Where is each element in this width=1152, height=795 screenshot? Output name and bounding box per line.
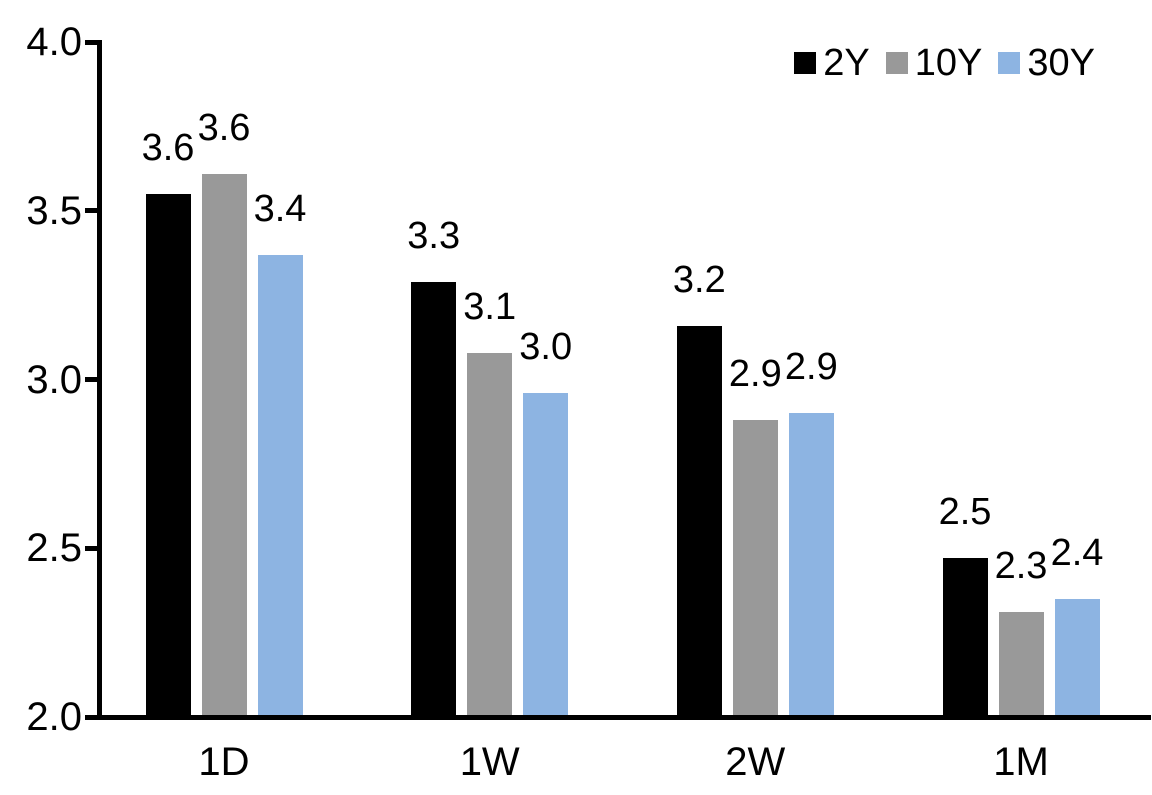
bar-value-label-10y-2w: 2.9 (728, 353, 782, 395)
bar-10y-1d (201, 173, 247, 717)
legend: 2Y 10Y 30Y (794, 44, 1095, 82)
bar-30y-1d (257, 254, 303, 717)
legend-label-10y: 10Y (914, 42, 983, 84)
bar-value-label-10y-1w: 3.1 (463, 285, 517, 328)
bar-value-label-2y-1d: 3.6 (141, 126, 195, 169)
legend-swatch-10y (885, 52, 908, 74)
y-axis-tick-label: 2.5 (26, 526, 82, 571)
bar-10y-1m (998, 612, 1044, 717)
y-axis-tick-label: 2.0 (26, 695, 82, 739)
y-axis-tick-label: 3.5 (26, 188, 82, 233)
bar-value-label-2y-1w: 3.3 (407, 214, 461, 257)
x-axis-category-label-1m: 1M (993, 740, 1049, 784)
bar-30y-1m (1054, 598, 1100, 717)
y-axis-tick-label: 4.0 (26, 20, 82, 64)
legend-swatch-30y (998, 52, 1021, 74)
legend-item-10y: 10Y (885, 42, 983, 84)
bar-value-label-30y-2w: 2.9 (784, 346, 838, 389)
bar-value-label-10y-1m: 2.3 (994, 545, 1048, 588)
bar-value-label-30y-1d: 3.4 (253, 187, 307, 230)
legend-label-30y: 30Y (1027, 42, 1095, 84)
y-axis-line (97, 40, 102, 720)
bar-30y-1w (523, 393, 569, 717)
bar-value-label-30y-1w: 3.0 (519, 326, 573, 368)
bar-value-label-2y-2w: 3.2 (672, 258, 726, 301)
x-axis-category-label-1d: 1D (198, 740, 250, 784)
y-axis-tick (85, 545, 97, 551)
bar-value-label-10y-1d: 3.6 (197, 106, 251, 149)
y-axis-tick (85, 208, 97, 214)
bar-2y-1m (942, 558, 988, 717)
y-axis-tick (85, 39, 97, 45)
bar-2y-2w (676, 325, 722, 717)
legend-item-2y: 2Y (794, 42, 870, 84)
bar-value-label-30y-1m: 2.4 (1050, 531, 1104, 574)
bar-2y-1w (411, 281, 457, 717)
x-axis-category-label-1w: 1W (459, 740, 520, 784)
bar-2y-1d (145, 193, 191, 717)
y-axis-tick (85, 377, 97, 382)
y-axis-tick (85, 714, 97, 720)
bar-10y-2w (732, 420, 778, 717)
legend-swatch-2y (794, 52, 817, 74)
bar-value-label-2y-1m: 2.5 (938, 491, 992, 534)
bar-30y-2w (788, 413, 834, 717)
y-axis-tick-label: 3.0 (26, 357, 82, 402)
bar-10y-1w (467, 352, 513, 717)
x-axis-category-label-2w: 2W (725, 740, 786, 784)
x-axis-line (97, 715, 1151, 720)
legend-item-30y: 30Y (998, 44, 1095, 82)
legend-label-2y: 2Y (823, 42, 870, 84)
